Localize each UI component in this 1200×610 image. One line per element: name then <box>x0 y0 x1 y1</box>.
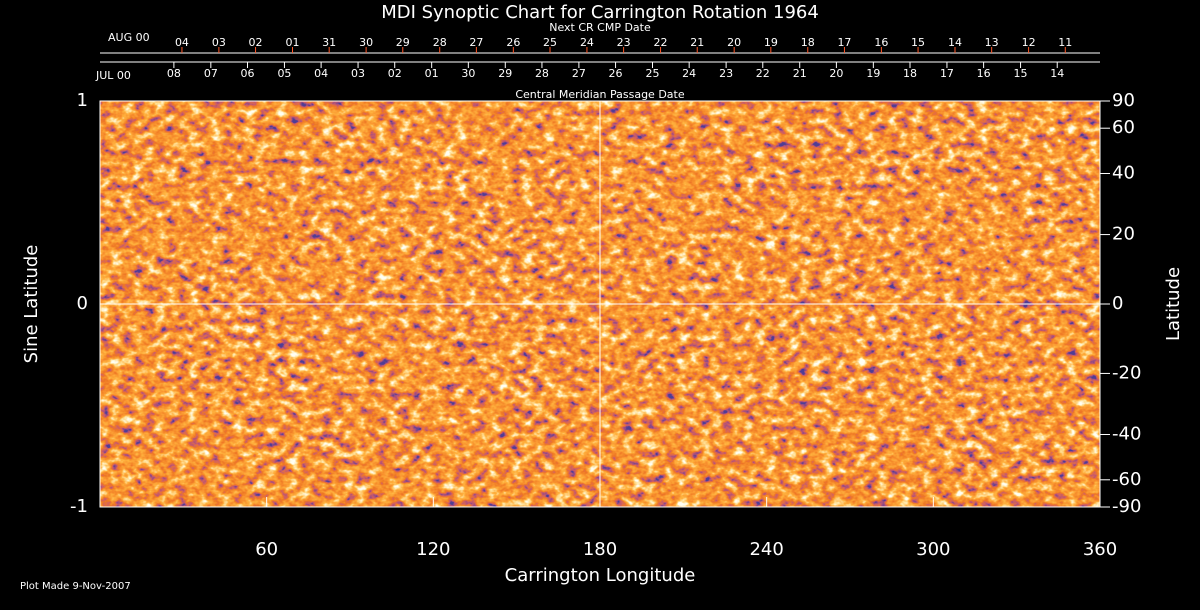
date-tick-label: 27 <box>572 67 586 80</box>
date-tick-label: 01 <box>286 36 300 49</box>
date-tick-label: 16 <box>874 36 888 49</box>
date-axis-start: JUL 00 <box>95 69 131 82</box>
date-tick-label: 17 <box>837 36 851 49</box>
date-tick-label: 23 <box>617 36 631 49</box>
y2-tick-label: 20 <box>1112 224 1135 245</box>
date-tick-label: 28 <box>535 67 549 80</box>
date-tick-label: 29 <box>498 67 512 80</box>
date-tick-label: 04 <box>175 36 189 49</box>
date-tick-label: 19 <box>866 67 880 80</box>
y2-tick-label: 60 <box>1112 117 1135 138</box>
date-tick-label: 03 <box>351 67 365 80</box>
date-tick-label: 18 <box>903 67 917 80</box>
date-tick-label: 01 <box>425 67 439 80</box>
y2-tick-label: 0 <box>1112 293 1123 314</box>
y2-tick-label: -60 <box>1112 469 1141 490</box>
date-tick-label: 06 <box>241 67 255 80</box>
date-tick-label: 14 <box>948 36 962 49</box>
date-tick-label: 11 <box>1058 36 1072 49</box>
date-tick-label: 21 <box>690 36 704 49</box>
date-tick-label: 25 <box>543 36 557 49</box>
date-tick-label: 02 <box>249 36 263 49</box>
date-tick-label: 22 <box>756 67 770 80</box>
date-tick-label: 21 <box>793 67 807 80</box>
y-tick-label: 0 <box>77 293 88 314</box>
date-tick-label: 30 <box>461 67 475 80</box>
date-tick-label: 15 <box>1014 67 1028 80</box>
y2-tick-label: -20 <box>1112 362 1141 383</box>
x-axis-label: Carrington Longitude <box>505 565 696 586</box>
date-tick-label: 24 <box>580 36 594 49</box>
date-tick-label: 27 <box>469 36 483 49</box>
footer: Plot Made 9-Nov-2007 <box>20 581 131 592</box>
date-tick-label: 12 <box>1022 36 1036 49</box>
date-tick-label: 20 <box>829 67 843 80</box>
date-tick-label: 26 <box>609 67 623 80</box>
x-tick-label: 240 <box>749 539 783 560</box>
date-tick-label: 08 <box>167 67 181 80</box>
x-tick-label: 180 <box>583 539 617 560</box>
date-tick-label: 25 <box>646 67 660 80</box>
date-tick-label: 31 <box>322 36 336 49</box>
y2-tick-label: 40 <box>1112 163 1135 184</box>
y2-axis-label: Latitude <box>1163 267 1184 341</box>
y2-tick-label: -40 <box>1112 423 1141 444</box>
x-tick-label: 60 <box>255 539 278 560</box>
date-tick-label: 22 <box>654 36 668 49</box>
date-tick-label: 26 <box>506 36 520 49</box>
y2-tick-label: 90 <box>1112 90 1135 111</box>
chart-title: MDI Synoptic Chart for Carrington Rotati… <box>381 2 819 23</box>
y2-tick-label: -90 <box>1112 496 1141 517</box>
date-tick-label: 03 <box>212 36 226 49</box>
date-tick-label: 17 <box>940 67 954 80</box>
date-tick-label: 05 <box>277 67 291 80</box>
date-axis-title: Central Meridian Passage Date <box>515 88 684 101</box>
date-axis-start: AUG 00 <box>108 31 150 44</box>
date-tick-label: 13 <box>985 36 999 49</box>
date-tick-label: 07 <box>204 67 218 80</box>
y-tick-label: -1 <box>70 496 88 517</box>
x-tick-label: 300 <box>916 539 950 560</box>
date-tick-label: 14 <box>1050 67 1064 80</box>
date-tick-label: 18 <box>801 36 815 49</box>
date-tick-label: 02 <box>388 67 402 80</box>
date-tick-label: 04 <box>314 67 328 80</box>
date-tick-label: 28 <box>433 36 447 49</box>
date-tick-label: 15 <box>911 36 925 49</box>
date-tick-label: 24 <box>682 67 696 80</box>
date-tick-label: 20 <box>727 36 741 49</box>
date-tick-label: 30 <box>359 36 373 49</box>
date-tick-label: 19 <box>764 36 778 49</box>
date-tick-label: 23 <box>719 67 733 80</box>
date-tick-label: 16 <box>977 67 991 80</box>
y-axis-label: Sine Latitude <box>21 245 42 364</box>
x-tick-label: 360 <box>1083 539 1117 560</box>
y-tick-label: 1 <box>77 90 88 111</box>
date-axis-title: Next CR CMP Date <box>549 21 651 34</box>
x-tick-label: 120 <box>416 539 450 560</box>
date-tick-label: 29 <box>396 36 410 49</box>
